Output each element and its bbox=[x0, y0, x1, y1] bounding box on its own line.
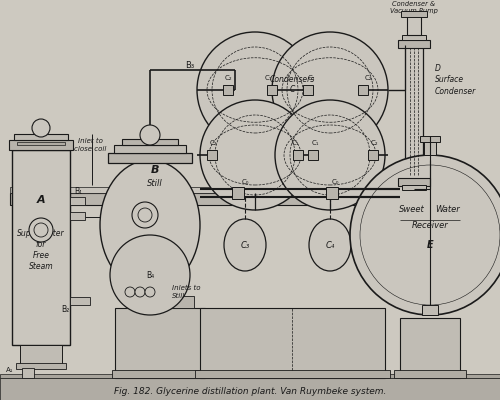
Text: C₂: C₂ bbox=[370, 140, 378, 146]
Circle shape bbox=[29, 218, 53, 242]
Bar bbox=[308, 150, 318, 160]
Text: D
Surface
Condenser: D Surface Condenser bbox=[435, 64, 476, 96]
Bar bbox=[368, 150, 378, 160]
Circle shape bbox=[140, 125, 160, 145]
Text: To Barometric
Condenser &
Vacuum Pump: To Barometric Condenser & Vacuum Pump bbox=[390, 0, 438, 14]
Text: B₄: B₄ bbox=[146, 270, 154, 280]
Bar bbox=[9, 140, 73, 150]
Text: C: C bbox=[290, 86, 294, 94]
Text: B: B bbox=[151, 165, 159, 175]
Circle shape bbox=[275, 100, 385, 210]
Text: Condensers: Condensers bbox=[270, 76, 314, 84]
Bar bbox=[10, 193, 460, 205]
Text: C₂: C₂ bbox=[364, 75, 372, 81]
Ellipse shape bbox=[110, 235, 190, 315]
Bar bbox=[17, 142, 65, 145]
Text: C₂: C₂ bbox=[224, 75, 232, 81]
Text: C₁: C₁ bbox=[264, 75, 272, 81]
Text: E: E bbox=[426, 240, 434, 250]
Bar bbox=[400, 318, 460, 378]
Text: Fig. 182. Glycerine distillation plant. Van Ruymbeke system.: Fig. 182. Glycerine distillation plant. … bbox=[114, 388, 386, 396]
Bar bbox=[70, 212, 85, 220]
Bar bbox=[293, 150, 303, 160]
Text: B₃: B₃ bbox=[186, 60, 194, 70]
Bar bbox=[326, 187, 338, 199]
Text: C₀: C₀ bbox=[331, 179, 339, 185]
Text: C₁: C₁ bbox=[307, 75, 315, 81]
Circle shape bbox=[197, 32, 313, 148]
Text: C₂: C₂ bbox=[209, 140, 217, 146]
Text: Water: Water bbox=[436, 206, 460, 214]
Circle shape bbox=[350, 155, 500, 315]
Bar bbox=[108, 153, 192, 163]
Bar bbox=[122, 139, 178, 145]
Bar bbox=[398, 178, 430, 186]
Bar bbox=[22, 368, 34, 378]
Bar bbox=[200, 308, 385, 378]
Bar bbox=[405, 45, 423, 180]
Bar bbox=[398, 40, 430, 48]
Circle shape bbox=[145, 287, 155, 297]
Bar bbox=[402, 185, 426, 190]
Bar bbox=[14, 134, 68, 140]
Bar bbox=[402, 35, 426, 40]
Text: C₃: C₃ bbox=[240, 240, 250, 250]
Bar bbox=[70, 297, 90, 305]
Bar bbox=[20, 345, 62, 365]
Circle shape bbox=[132, 202, 158, 228]
Bar bbox=[112, 370, 208, 378]
Text: C₁: C₁ bbox=[291, 140, 299, 146]
Text: C₄: C₄ bbox=[326, 240, 334, 250]
Text: Still: Still bbox=[147, 178, 163, 188]
Bar bbox=[394, 370, 466, 378]
Circle shape bbox=[125, 287, 135, 297]
Ellipse shape bbox=[100, 160, 200, 290]
Bar bbox=[12, 150, 70, 345]
Circle shape bbox=[32, 119, 50, 137]
Bar bbox=[424, 140, 436, 155]
Bar bbox=[420, 136, 440, 142]
Bar bbox=[407, 15, 421, 35]
Bar bbox=[126, 296, 194, 308]
Text: B₂: B₂ bbox=[61, 306, 69, 314]
Circle shape bbox=[135, 287, 145, 297]
Text: Superheater
for
Free
Steam: Superheater for Free Steam bbox=[17, 229, 65, 271]
Bar bbox=[115, 308, 205, 378]
Bar bbox=[401, 11, 427, 17]
Ellipse shape bbox=[309, 219, 351, 271]
Text: B₁: B₁ bbox=[74, 188, 82, 196]
Bar bbox=[358, 85, 368, 95]
Bar bbox=[232, 187, 244, 199]
Bar bbox=[223, 85, 233, 95]
Text: A: A bbox=[36, 195, 46, 205]
Text: C₁: C₁ bbox=[311, 140, 319, 146]
Bar bbox=[70, 197, 85, 205]
Text: Inlet to
close coil: Inlet to close coil bbox=[74, 138, 106, 152]
Bar bbox=[422, 305, 438, 315]
Text: C₀: C₀ bbox=[241, 179, 249, 185]
Bar bbox=[303, 85, 313, 95]
Bar bbox=[0, 378, 500, 400]
Text: Inlets to
Still: Inlets to Still bbox=[172, 285, 201, 299]
Text: Receiver: Receiver bbox=[412, 220, 449, 230]
Bar bbox=[114, 145, 186, 153]
Bar bbox=[16, 363, 66, 369]
Bar bbox=[195, 370, 390, 378]
Text: Sweet: Sweet bbox=[399, 206, 425, 214]
Circle shape bbox=[200, 100, 310, 210]
Bar bbox=[0, 374, 500, 378]
Bar bbox=[10, 187, 460, 193]
Bar bbox=[207, 150, 217, 160]
Ellipse shape bbox=[224, 219, 266, 271]
Bar bbox=[267, 85, 277, 95]
Text: A₁: A₁ bbox=[6, 367, 14, 373]
Circle shape bbox=[272, 32, 388, 148]
